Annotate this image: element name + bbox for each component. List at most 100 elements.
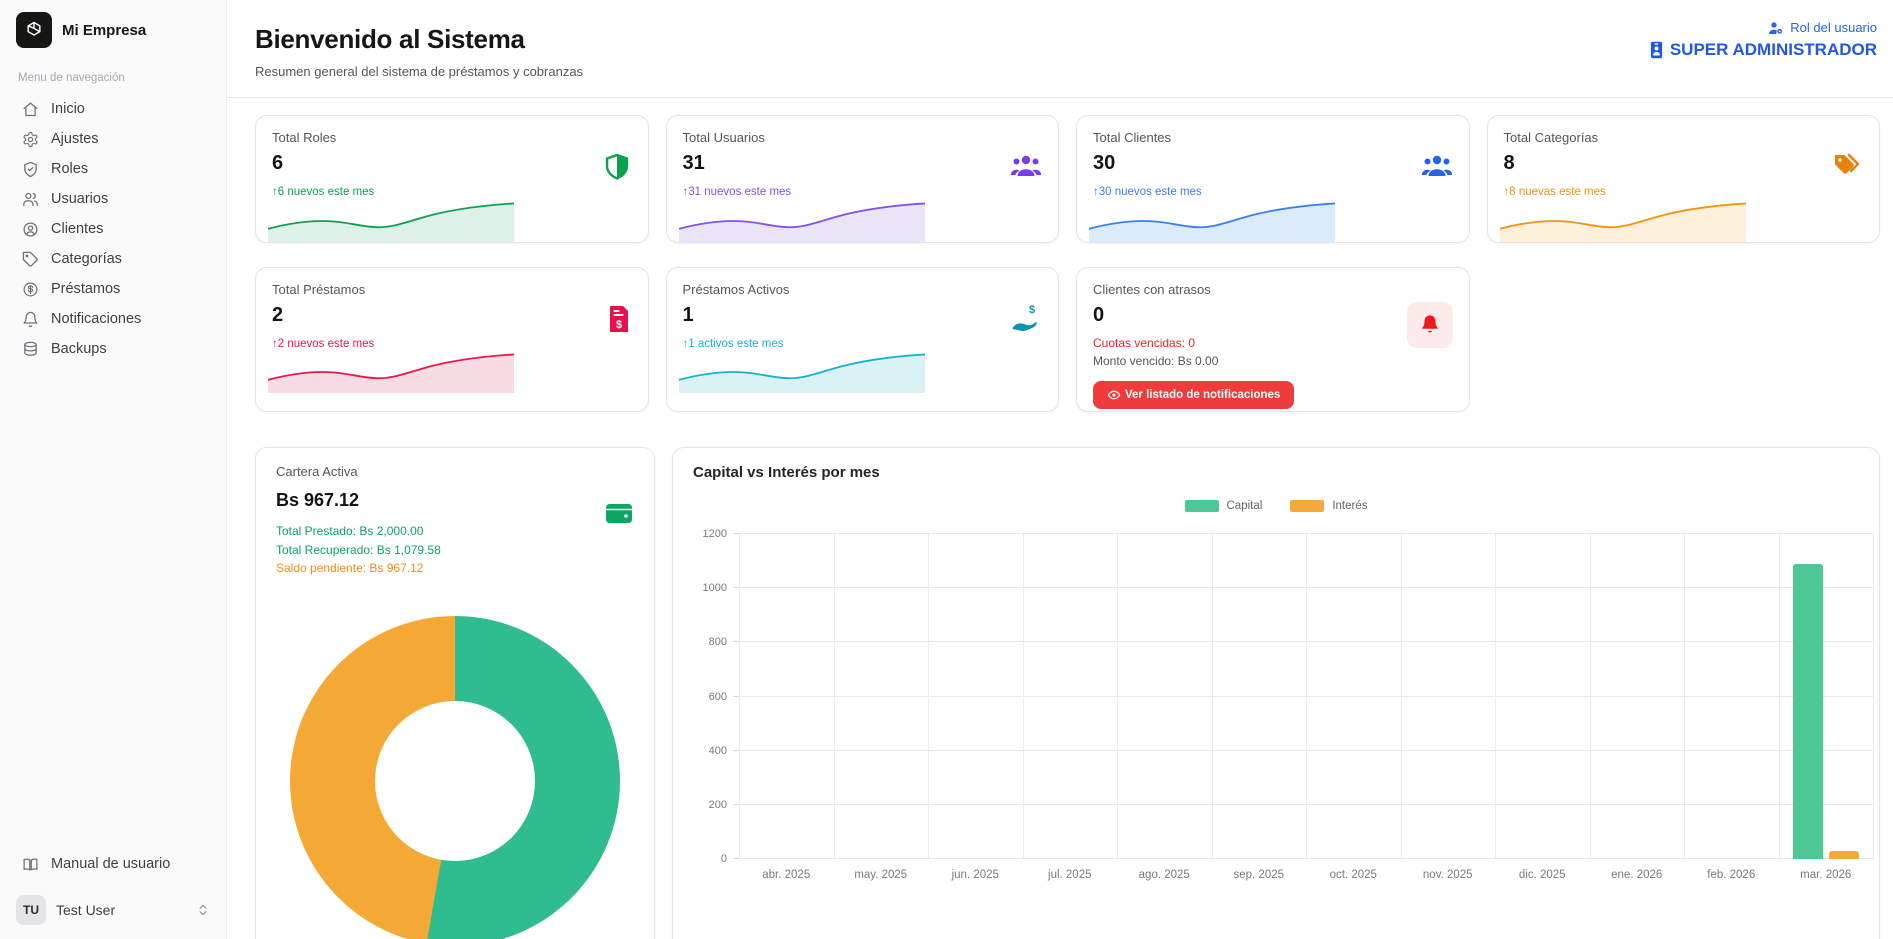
- sidebar-item-prestamos[interactable]: Préstamos: [14, 274, 212, 304]
- gridline: [1211, 534, 1213, 859]
- x-tick-label: jun. 2025: [951, 869, 999, 881]
- sidebar-item-ajustes[interactable]: Ajustes: [14, 124, 212, 154]
- x-tick-label: oct. 2025: [1329, 869, 1377, 881]
- bar-capital: [1792, 563, 1823, 859]
- shield-check-icon: [24, 161, 37, 177]
- bell-icon: [1421, 315, 1438, 333]
- ver-notificaciones-button[interactable]: Ver listado de notificaciones: [1093, 381, 1295, 409]
- sidebar-item-backups[interactable]: Backups: [14, 334, 212, 364]
- y-tick-label: 1200: [702, 528, 727, 540]
- sidebar-item-inicio[interactable]: Inicio: [14, 94, 212, 124]
- wallet-icon: [604, 500, 634, 531]
- bell-icon: [23, 311, 38, 327]
- book-open-icon: [23, 857, 38, 870]
- legend-label: Interés: [1332, 500, 1368, 512]
- gridline: [1589, 534, 1591, 859]
- legend-item-capital[interactable]: Capital: [1184, 500, 1262, 512]
- y-tick-label: 1000: [702, 582, 727, 595]
- tag-icon: [22, 251, 38, 267]
- sidebar-item-notificaciones[interactable]: Notificaciones: [14, 304, 212, 334]
- gridline: [1306, 534, 1307, 859]
- y-tick-label: 0: [720, 853, 727, 865]
- axis-tick: [733, 858, 739, 859]
- gridline: [1022, 534, 1024, 859]
- trend-up-text: 1 activos este mes: [683, 338, 1043, 350]
- users-icon: [23, 192, 38, 206]
- x-tick-label: sep. 2025: [1233, 869, 1285, 881]
- x-tick-label: nov. 2025: [1422, 869, 1473, 881]
- hand-dollar-icon: $: [1010, 304, 1042, 337]
- svg-text:$: $: [1029, 304, 1035, 316]
- invoice-icon: $: [606, 304, 632, 339]
- eye-icon: [1107, 390, 1121, 400]
- user-name: Test User: [56, 902, 116, 918]
- axis-tick: [733, 641, 739, 643]
- axis-tick: [733, 749, 739, 751]
- bar-chart-plot: 0 200 400 600 800 1000 1200 abr. 2025 may. 2025 j…: [703, 528, 1874, 881]
- role-box: Rol del usuario SUPER ADMINISTRADOR: [1649, 20, 1877, 60]
- page-subtitle: Resumen general del sistema de préstamos…: [255, 64, 584, 79]
- svg-text:$: $: [615, 319, 621, 331]
- dollar-circle-icon: [23, 282, 38, 296]
- axis-tick: [733, 533, 739, 534]
- stat-value: 2: [272, 304, 284, 326]
- gridline: [739, 533, 1873, 534]
- brand[interactable]: Mi Empresa: [14, 10, 212, 50]
- y-tick-label: 800: [708, 636, 727, 649]
- nav-menu: Inicio Ajustes Roles Usuarios Clientes C…: [14, 94, 212, 364]
- chart-legend: Capital Interés: [693, 500, 1859, 512]
- gridline: [833, 534, 835, 859]
- sparkline: [678, 353, 925, 393]
- y-tick-label: 200: [708, 798, 727, 811]
- brand-name: Mi Empresa: [62, 21, 147, 39]
- total-recuperado-text: Total Recuperado: Bs 1,079.58: [276, 542, 441, 557]
- legend-swatch: [1290, 500, 1325, 512]
- stat-card-total-prestamos: Total Préstamos 2 2 nuevos este mes $: [255, 267, 649, 412]
- page-title: Bienvenido al Sistema: [255, 24, 525, 54]
- user-menu[interactable]: TU Test User: [14, 895, 212, 925]
- legend-swatch: [1184, 500, 1219, 512]
- nav-section-label: Menu de navegación: [18, 72, 125, 84]
- sparkline: [1499, 202, 1746, 242]
- y-tick-label: 600: [708, 690, 727, 703]
- alert-card-clientes-atrasos: Clientes con atrasos 0 Cuotas vencidas: …: [1076, 267, 1470, 412]
- x-tick-label: jul. 2025: [1048, 869, 1092, 881]
- role-value[interactable]: SUPER ADMINISTRADOR: [1649, 40, 1877, 60]
- gridline: [928, 534, 929, 859]
- legend-item-interés[interactable]: Interés: [1290, 500, 1367, 512]
- x-tick-label: feb. 2026: [1707, 869, 1756, 881]
- gridline: [1495, 534, 1496, 859]
- users-icon: [1421, 152, 1453, 183]
- sidebar-item-roles[interactable]: Roles: [14, 154, 212, 184]
- tags-icon: [1833, 152, 1863, 183]
- avatar: TU: [16, 895, 46, 925]
- x-tick-label: ene. 2026: [1611, 869, 1663, 881]
- axis-tick: [733, 587, 739, 589]
- sidebar-item-manual[interactable]: Manual de usuario: [14, 849, 212, 879]
- axis-tick: [733, 803, 739, 805]
- stat-value: 6: [272, 152, 284, 174]
- company-logo-icon: [16, 12, 52, 48]
- cuotas-vencidas-text: Cuotas vencidas: 0: [1093, 336, 1196, 350]
- x-tick-label: may. 2025: [854, 869, 908, 881]
- id-badge-icon: [1650, 41, 1662, 59]
- axis-tick: [733, 695, 739, 697]
- x-tick-label: ago. 2025: [1138, 869, 1190, 881]
- role-label-row: Rol del usuario: [1649, 20, 1877, 35]
- bottom-row: Cartera Activa Bs 967.12 Total Prestado:…: [255, 447, 1880, 939]
- main-content: Bienvenido al Sistema Resumen general de…: [227, 0, 1893, 939]
- gridline: [739, 534, 740, 859]
- stat-card-total-categorias: Total Categorías 8 8 nuevas este mes: [1486, 115, 1880, 243]
- stat-value: 8: [1503, 152, 1515, 174]
- gear-icon: [23, 131, 38, 147]
- cartera-activa-card: Cartera Activa Bs 967.12 Total Prestado:…: [255, 447, 655, 939]
- bell-badge: [1406, 302, 1453, 348]
- total-prestado-text: Total Prestado: Bs 2,000.00: [276, 524, 424, 538]
- sidebar-item-categorias[interactable]: Categorías: [14, 244, 212, 274]
- cartera-donut-chart: [290, 615, 620, 939]
- stat-card-total-clientes: Total Clientes 30 30 nuevos este mes: [1076, 115, 1470, 243]
- sidebar-item-usuarios[interactable]: Usuarios: [14, 184, 212, 214]
- stat-value: 30: [1093, 152, 1116, 174]
- sidebar-item-clientes[interactable]: Clientes: [14, 214, 212, 244]
- gridline: [1873, 534, 1874, 859]
